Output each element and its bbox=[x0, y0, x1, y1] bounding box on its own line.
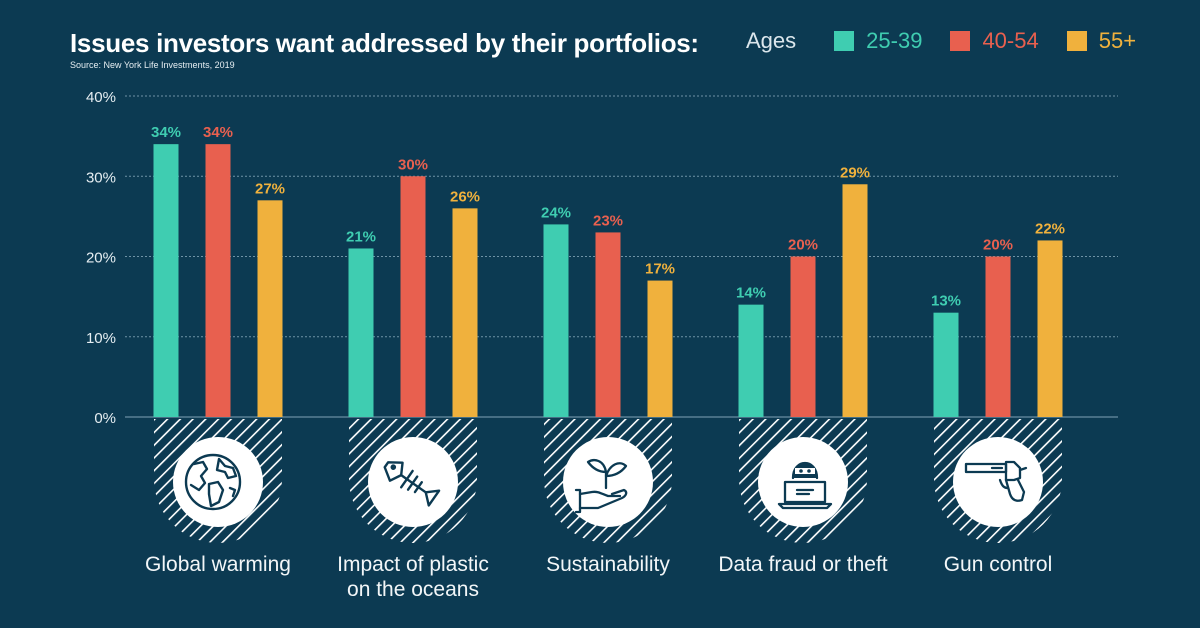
bar bbox=[790, 256, 816, 417]
data-label: 24% bbox=[541, 204, 571, 221]
data-label: 13% bbox=[931, 293, 961, 310]
bar bbox=[738, 304, 764, 417]
category-label-line: Global warming bbox=[145, 553, 291, 576]
bar bbox=[543, 224, 569, 417]
hacker-laptop-icon bbox=[777, 461, 833, 510]
data-label: 27% bbox=[255, 180, 285, 197]
bar bbox=[452, 208, 478, 417]
legend-title: Ages bbox=[746, 28, 797, 53]
data-label: 23% bbox=[593, 212, 623, 229]
category-label-line: Gun control bbox=[943, 553, 1053, 576]
legend-swatch bbox=[1066, 31, 1087, 51]
legend-label: 55+ bbox=[1098, 28, 1137, 53]
category-label: Global warming bbox=[118, 552, 318, 577]
bar bbox=[205, 144, 231, 417]
y-tick-label: 40% bbox=[86, 89, 116, 106]
globe-icon bbox=[184, 453, 242, 511]
bar bbox=[985, 256, 1011, 417]
fish-skeleton-icon bbox=[383, 461, 441, 507]
data-label: 34% bbox=[151, 124, 181, 141]
legend-swatch bbox=[834, 31, 855, 51]
legend: Ages 25-39 40-54 55+ bbox=[746, 28, 1136, 54]
category-label-line: Data fraud or theft bbox=[718, 553, 888, 576]
bar bbox=[153, 144, 179, 417]
bar bbox=[933, 312, 959, 417]
category-label-line: Impact of plastic bbox=[337, 553, 489, 576]
bar bbox=[257, 200, 283, 417]
data-label: 26% bbox=[450, 188, 480, 205]
bar bbox=[595, 232, 621, 417]
bar bbox=[1037, 240, 1063, 417]
bar bbox=[400, 176, 426, 417]
y-tick-label: 30% bbox=[86, 169, 116, 186]
data-label: 17% bbox=[645, 261, 675, 278]
legend-label: 25-39 bbox=[866, 28, 923, 53]
category-label: Impact of plastic on the oceans bbox=[313, 552, 513, 602]
bar bbox=[348, 248, 374, 417]
category-label-line: Sustainability bbox=[546, 553, 670, 576]
y-tick-label: 0% bbox=[94, 410, 116, 427]
legend-item-25-39: 25-39 bbox=[834, 28, 922, 54]
data-label: 30% bbox=[398, 156, 428, 173]
legend-swatch bbox=[950, 31, 971, 51]
data-label: 14% bbox=[736, 285, 766, 302]
plant-in-hand-icon bbox=[574, 459, 628, 514]
chart-title: Issues investors want addressed by their… bbox=[70, 28, 699, 58]
bar bbox=[647, 280, 673, 417]
legend-item-40-54: 40-54 bbox=[950, 28, 1039, 54]
y-tick-label: 10% bbox=[86, 330, 116, 347]
category-label: Gun control bbox=[898, 552, 1098, 577]
y-tick-label: 20% bbox=[86, 250, 116, 267]
data-label: 34% bbox=[203, 124, 233, 141]
legend-item-55-plus: 55+ bbox=[1066, 28, 1137, 54]
category-label: Sustainability bbox=[508, 552, 708, 577]
icon-badge-circle bbox=[563, 437, 653, 527]
category-label: Data fraud or theft bbox=[703, 552, 903, 577]
icon-badge-circle bbox=[953, 437, 1043, 527]
category-label-line: on the oceans bbox=[347, 578, 479, 601]
gun-icon bbox=[964, 460, 1028, 502]
source-note: Source: New York Life Investments, 2019 bbox=[70, 60, 235, 70]
data-label: 29% bbox=[840, 164, 870, 181]
data-label: 20% bbox=[788, 237, 818, 254]
legend-label: 40-54 bbox=[982, 28, 1039, 53]
data-label: 21% bbox=[346, 228, 376, 245]
data-label: 20% bbox=[983, 237, 1013, 254]
data-label: 22% bbox=[1035, 220, 1065, 237]
bar bbox=[842, 184, 868, 417]
